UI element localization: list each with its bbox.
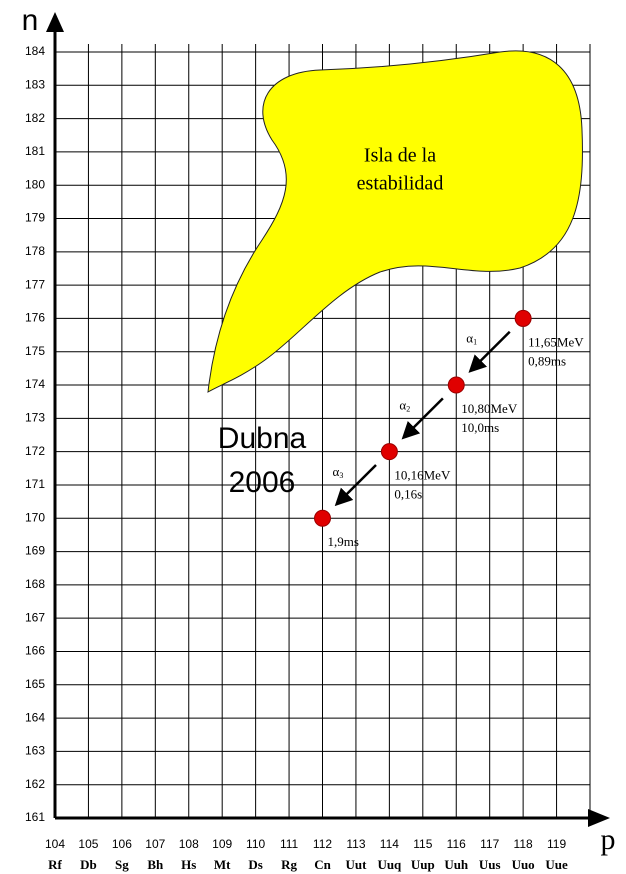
element-symbol: Db	[80, 857, 97, 872]
element-symbol: Rg	[281, 857, 297, 872]
island-label: estabilidad	[357, 173, 444, 195]
point-label: 0,16s	[394, 487, 422, 502]
y-axis-label: n	[22, 4, 39, 37]
x-tick-label: 115	[413, 837, 432, 851]
x-tick-label: 110	[246, 837, 265, 851]
x-tick-label: 119	[547, 837, 566, 851]
point	[315, 510, 331, 526]
x-tick-label: 108	[179, 837, 199, 851]
x-tick-label: 112	[313, 837, 332, 851]
element-symbol: Sg	[115, 857, 129, 872]
y-axis-arrow	[46, 12, 64, 32]
y-tick-label: 177	[25, 277, 45, 291]
x-tick-label: 107	[145, 837, 165, 851]
y-tick-label: 171	[25, 477, 45, 491]
element-symbol: Bh	[147, 857, 164, 872]
point-label: 11,65MeV	[528, 334, 584, 349]
chart: Isla de la estabilidad Dubna 2006 n p 16…	[0, 0, 626, 874]
x-axis-label: p	[601, 823, 616, 856]
y-tick-label: 173	[25, 411, 45, 425]
y-tick-label: 176	[25, 311, 45, 325]
point	[515, 310, 531, 326]
point-label: 1,9ms	[328, 534, 359, 549]
x-tick-label: 104	[45, 837, 65, 851]
x-tick-label: 106	[112, 837, 132, 851]
x-tick-label: 114	[380, 837, 399, 851]
element-symbol: Rf	[48, 857, 62, 872]
y-tick-label: 181	[25, 144, 45, 158]
point	[381, 444, 397, 460]
x-tick-label: 105	[78, 837, 98, 851]
y-tick-label: 172	[25, 444, 45, 458]
island	[208, 51, 582, 392]
y-tick-label: 165	[25, 677, 45, 691]
experiment-label: Dubna	[218, 422, 307, 455]
decay-index: 2	[406, 404, 410, 413]
y-tick-label: 170	[25, 510, 45, 524]
y-tick-label: 180	[25, 177, 45, 191]
element-symbol: Uut	[345, 857, 367, 872]
experiment-label: 2006	[229, 466, 296, 499]
y-tick-label: 182	[25, 111, 45, 125]
x-tick-label: 116	[447, 837, 466, 851]
y-tick-label: 161	[25, 810, 45, 824]
point-label: 10,16MeV	[394, 468, 451, 483]
point-label: 10,0ms	[461, 420, 499, 435]
element-symbol: Uue	[545, 857, 568, 872]
x-tick-label: 109	[212, 837, 232, 851]
element-symbol: Ds	[248, 857, 262, 872]
y-tick-label: 168	[25, 577, 45, 591]
y-tick-label: 166	[25, 644, 45, 658]
y-tick-label: 169	[25, 544, 45, 558]
x-tick-label: 111	[280, 837, 299, 851]
decay-label: α1	[466, 331, 477, 347]
element-symbol: Mt	[214, 857, 231, 872]
y-tick-label: 183	[25, 77, 45, 91]
element-symbol: Uup	[411, 857, 435, 872]
element-symbol: Uuq	[377, 857, 402, 872]
y-tick-label: 174	[25, 377, 45, 391]
y-tick-label: 179	[25, 211, 45, 225]
decay-label: α3	[333, 464, 344, 480]
x-tick-label: 117	[480, 837, 499, 851]
element-symbol: Uuo	[512, 857, 535, 872]
y-tick-label: 163	[25, 744, 45, 758]
element-symbol: Cn	[314, 857, 331, 872]
point	[448, 377, 464, 393]
y-tick-label: 184	[25, 44, 45, 58]
point-label: 0,89ms	[528, 353, 566, 368]
decay-index: 3	[339, 471, 343, 480]
x-tick-label: 118	[514, 837, 533, 851]
y-tick-label: 162	[25, 777, 45, 791]
point-label: 10,80MeV	[461, 401, 518, 416]
element-symbol: Hs	[181, 857, 196, 872]
y-tick-label: 175	[25, 344, 45, 358]
decay-label: α2	[399, 397, 410, 413]
y-tick-label: 167	[25, 610, 45, 624]
x-tick-label: 113	[346, 837, 365, 851]
element-symbol: Uus	[479, 857, 501, 872]
y-tick-label: 178	[25, 244, 45, 258]
y-tick-label: 164	[25, 710, 45, 724]
decay-index: 1	[473, 338, 477, 347]
element-symbol: Uuh	[444, 857, 469, 872]
island-label: Isla de la	[364, 145, 436, 167]
